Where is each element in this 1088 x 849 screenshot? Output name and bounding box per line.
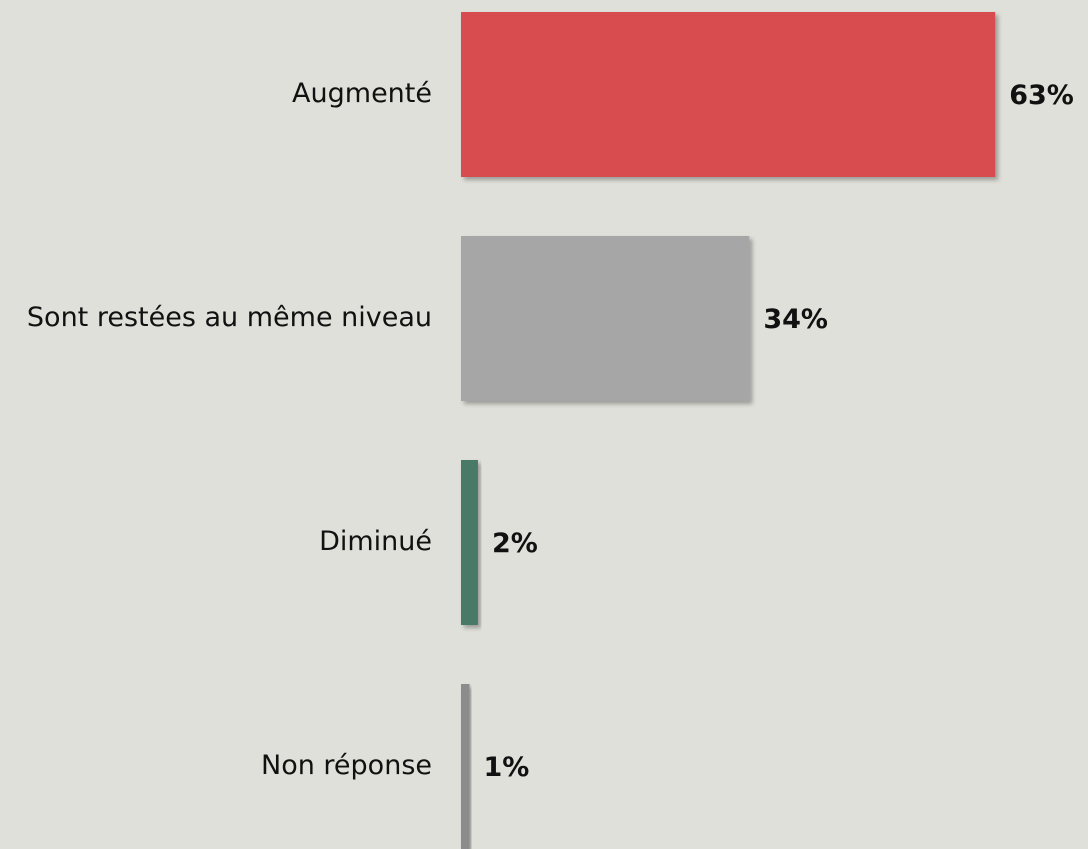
bar — [461, 236, 750, 401]
category-label: Diminué — [319, 526, 432, 557]
value-label: 63% — [1009, 80, 1074, 111]
category-label: Sont restées au même niveau — [27, 302, 432, 333]
value-label: 1% — [483, 752, 529, 783]
value-label: 34% — [763, 304, 828, 335]
value-label: 2% — [492, 528, 538, 559]
category-label: Augmenté — [292, 78, 432, 109]
category-label: Non réponse — [261, 750, 432, 781]
bar — [461, 460, 478, 625]
bar — [461, 684, 470, 849]
bar — [461, 12, 996, 177]
